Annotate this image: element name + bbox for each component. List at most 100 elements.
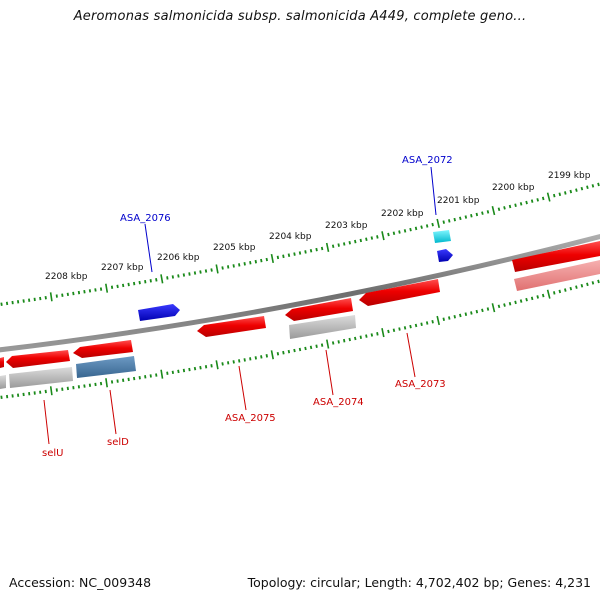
outer-minor-tick xyxy=(44,295,47,300)
gene-left-edge[interactable] xyxy=(0,357,4,368)
outer-major-tick xyxy=(105,283,109,293)
gene-asa-2074-pseudo[interactable] xyxy=(289,315,356,339)
outer-minor-tick xyxy=(453,217,456,222)
outer-minor-tick xyxy=(376,235,379,239)
inner-minor-tick xyxy=(425,321,429,325)
outer-minor-tick xyxy=(77,290,81,295)
outer-minor-tick xyxy=(293,252,296,256)
label-asa-2073[interactable]: ASA_2073 xyxy=(395,379,446,390)
outer-minor-tick xyxy=(188,272,191,276)
gene-asa-2074[interactable] xyxy=(285,298,353,321)
outer-minor-tick xyxy=(260,258,263,263)
inner-minor-tick xyxy=(221,362,224,366)
gene-asa-2076[interactable] xyxy=(138,304,180,321)
outer-minor-tick xyxy=(282,254,285,259)
gene-right-edge-pink[interactable] xyxy=(514,260,600,291)
inner-minor-tick xyxy=(298,347,302,352)
inner-minor-tick xyxy=(475,309,479,314)
label-selu[interactable]: selU xyxy=(42,448,63,459)
scale-label-2206: 2206 kbp xyxy=(157,253,200,263)
inner-minor-tick xyxy=(204,365,208,369)
inner-minor-tick xyxy=(354,336,357,341)
inner-minor-tick xyxy=(83,384,86,388)
outer-minor-tick xyxy=(315,247,318,252)
inner-minor-tick xyxy=(453,315,456,319)
callout-asa-2074 xyxy=(325,349,334,396)
outer-minor-tick xyxy=(442,220,445,224)
genome-backbone xyxy=(0,234,600,353)
outer-minor-tick xyxy=(144,279,147,284)
inner-minor-tick xyxy=(44,389,47,394)
inner-major-tick xyxy=(491,303,496,313)
outer-minor-tick xyxy=(503,206,506,210)
outer-minor-tick xyxy=(287,253,291,257)
label-asa-2074[interactable]: ASA_2074 xyxy=(313,397,364,408)
outer-minor-tick xyxy=(254,259,257,264)
label-asa-2075[interactable]: ASA_2075 xyxy=(225,413,276,424)
forward-genes xyxy=(138,230,600,321)
outer-minor-tick xyxy=(365,237,368,241)
outer-minor-tick xyxy=(470,214,473,218)
outer-minor-tick xyxy=(39,296,42,301)
inner-minor-tick xyxy=(365,334,368,338)
outer-minor-tick xyxy=(166,276,169,280)
inner-minor-tick xyxy=(188,367,191,372)
inner-minor-tick xyxy=(536,295,539,299)
outer-minor-tick xyxy=(359,238,362,243)
outer-minor-tick xyxy=(265,257,268,262)
inner-major-tick xyxy=(381,328,385,338)
inner-minor-tick xyxy=(464,312,468,316)
inner-minor-tick xyxy=(88,383,92,387)
gene-right-edge-forward[interactable] xyxy=(512,241,600,272)
outer-minor-tick xyxy=(564,191,567,195)
gene-asa-2073[interactable] xyxy=(359,279,440,306)
inner-major-tick xyxy=(215,360,219,370)
outer-minor-tick xyxy=(94,288,97,292)
gene-seld[interactable] xyxy=(73,340,133,358)
outer-minor-tick xyxy=(5,301,9,306)
inner-minor-tick xyxy=(127,377,130,382)
outer-minor-tick xyxy=(204,269,208,273)
callout-lines xyxy=(43,166,437,445)
outer-minor-tick xyxy=(309,249,313,253)
inner-minor-tick xyxy=(553,291,556,295)
gene-left-edge-pseudo[interactable] xyxy=(0,375,6,389)
inner-minor-tick xyxy=(320,343,324,347)
inner-minor-tick xyxy=(392,328,396,332)
outer-minor-tick xyxy=(459,216,462,221)
callout-selu xyxy=(43,399,50,445)
inner-minor-tick xyxy=(403,326,407,330)
inner-major-tick xyxy=(436,315,440,326)
outer-minor-tick xyxy=(110,285,114,289)
inner-minor-tick xyxy=(144,375,147,379)
inner-minor-tick xyxy=(481,308,484,313)
inner-minor-tick xyxy=(442,317,445,321)
outer-minor-tick xyxy=(99,287,103,291)
label-asa-2076[interactable]: ASA_2076 xyxy=(120,213,171,224)
outer-minor-tick xyxy=(127,282,130,287)
inner-minor-tick xyxy=(470,311,473,315)
gene-seld-feature[interactable] xyxy=(76,356,136,378)
outer-minor-tick xyxy=(193,271,197,275)
outer-minor-tick xyxy=(0,302,3,306)
gene-asa-2075[interactable] xyxy=(197,316,266,337)
label-seld[interactable]: selD xyxy=(107,437,129,448)
inner-minor-tick xyxy=(575,285,578,289)
label-asa-2072[interactable]: ASA_2072 xyxy=(402,155,453,166)
gene-selu-pseudo[interactable] xyxy=(9,367,73,388)
inner-minor-tick xyxy=(558,289,562,294)
inner-minor-tick xyxy=(564,288,567,292)
outer-minor-tick xyxy=(227,265,230,269)
outer-scale-ticks xyxy=(0,182,600,306)
accession-text: Accession: NC_009348 xyxy=(9,575,152,590)
gene-asa-2072-feature[interactable] xyxy=(433,230,451,243)
outer-minor-tick xyxy=(232,264,235,268)
scale-label-2201: 2201 kbp xyxy=(437,196,480,206)
scale-label-2205: 2205 kbp xyxy=(213,243,256,253)
gene-asa-2072[interactable] xyxy=(437,249,453,262)
outer-minor-tick xyxy=(497,207,501,212)
gene-selu[interactable] xyxy=(6,350,70,368)
outer-minor-tick xyxy=(414,226,418,231)
inner-minor-tick xyxy=(238,359,241,363)
